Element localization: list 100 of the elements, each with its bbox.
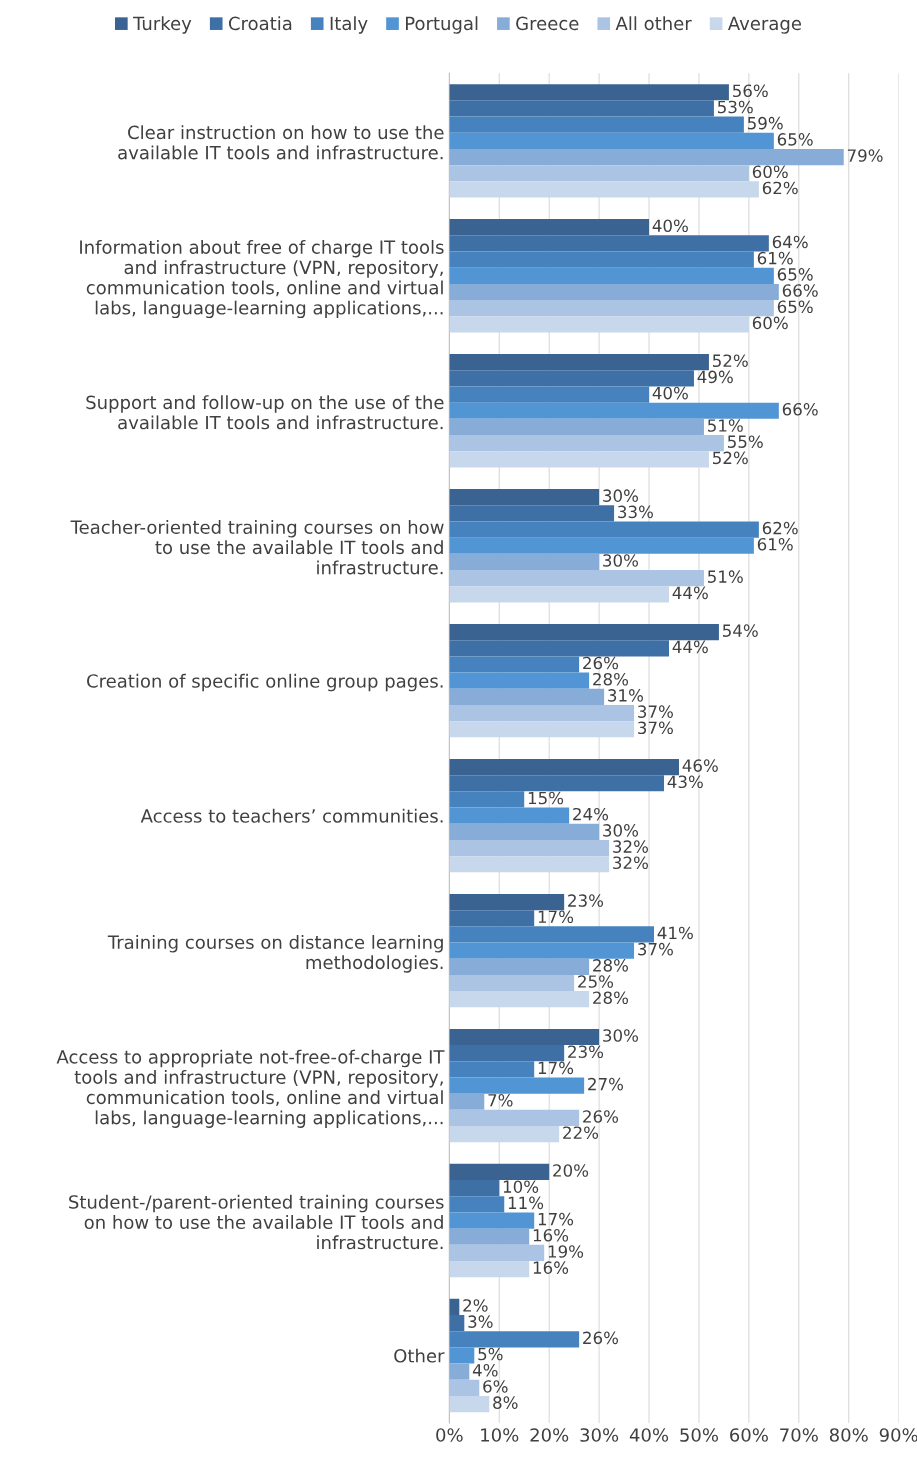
data-label: 37% (638, 942, 673, 956)
data-label: 30% (603, 554, 639, 567)
legend-label: Croatia (228, 16, 292, 31)
bar (449, 1228, 530, 1245)
bar (449, 1126, 560, 1143)
data-label: 62% (762, 181, 798, 195)
data-label: 61% (757, 251, 793, 265)
data-label: 26% (583, 1331, 619, 1345)
bar (449, 100, 714, 117)
bar (449, 132, 774, 149)
bar (449, 586, 669, 603)
data-label: 41% (657, 926, 693, 940)
legend-label: Greece (516, 16, 579, 31)
data-label: 61% (757, 537, 793, 551)
data-label: 53% (718, 100, 753, 114)
data-label: 79% (847, 149, 883, 162)
bar (449, 537, 754, 554)
data-label: 64% (772, 235, 808, 249)
bar (449, 553, 600, 571)
bar (449, 354, 709, 371)
bar (449, 386, 650, 403)
bar (449, 235, 769, 252)
data-label: 37% (638, 705, 673, 718)
bar (449, 856, 610, 873)
data-label: 30% (603, 824, 639, 837)
data-label: 54% (722, 624, 758, 637)
bar (449, 672, 590, 689)
bar (449, 1212, 535, 1229)
data-label: 65% (777, 268, 813, 281)
bar (449, 893, 565, 911)
x-tick-label: 40% (629, 1428, 669, 1442)
bar (449, 823, 600, 840)
bar (449, 775, 665, 792)
bar (449, 283, 779, 301)
x-tick-label: 10% (481, 1428, 519, 1442)
bar (449, 839, 610, 857)
data-label: 55% (727, 435, 763, 448)
data-label: 59% (747, 116, 783, 130)
bar (449, 181, 759, 198)
data-label: 28% (593, 672, 629, 686)
data-label: 4% (472, 1363, 498, 1377)
bar (449, 1396, 490, 1413)
y-tick-label: Other (394, 1348, 445, 1363)
data-label: 46% (682, 759, 718, 772)
data-label: 37% (638, 721, 673, 735)
bar (449, 148, 844, 166)
data-label: 17% (538, 1061, 574, 1075)
data-label: 44% (672, 640, 708, 654)
y-tick-label: Support and follow-up on the use of the available IT tools and infrastructure. (86, 395, 444, 430)
data-label: 15% (528, 791, 564, 805)
bar (449, 974, 575, 992)
bar (449, 1028, 600, 1046)
y-tick-label: Teacher-oriented training courses on how to use the available IT tools and infrastructure. (70, 520, 444, 575)
data-label: 56% (732, 84, 768, 98)
data-label: 7% (488, 1094, 513, 1107)
y-tick-label: Access to appropriate not-free-of-charge IT tools and infrastructure (VPN, repository, communication tools, online and virtual labs, language-learning applications,... (56, 1049, 445, 1128)
data-label: 40% (652, 386, 688, 400)
bar (449, 1244, 545, 1262)
data-label: 60% (752, 316, 788, 330)
bar (449, 1180, 500, 1197)
data-label: 66% (782, 284, 818, 297)
data-label: 33% (618, 505, 653, 519)
data-label: 23% (568, 1045, 604, 1059)
bar (449, 926, 655, 943)
bar (449, 570, 704, 587)
bar (449, 116, 744, 133)
bar (449, 958, 590, 975)
data-label: 30% (603, 1029, 639, 1042)
bar (449, 1347, 475, 1364)
data-label: 16% (533, 1228, 569, 1242)
bar (449, 165, 749, 182)
bar (449, 704, 635, 722)
data-label: 32% (613, 856, 648, 870)
legend-label: Italy (330, 16, 368, 34)
bar (449, 251, 754, 268)
bar (449, 1077, 585, 1094)
bar (449, 1061, 535, 1078)
x-tick-label: 70% (780, 1428, 818, 1442)
y-tick-label: Creation of specific online group pages. (87, 673, 443, 692)
data-label: 28% (593, 991, 629, 1005)
data-label: 26% (583, 1110, 619, 1123)
x-tick-label: 0% (436, 1428, 463, 1442)
data-label: 49% (697, 370, 733, 384)
bar (449, 942, 635, 959)
data-label: 27% (588, 1077, 624, 1091)
bar (449, 300, 774, 317)
bar (449, 721, 635, 738)
bar (449, 791, 525, 808)
bar (449, 640, 669, 657)
y-tick-label: Information about free of charge IT tools and infrastructure (VPN, repository, communication tools, online and virtual labs, language-learning applications,... (80, 239, 444, 319)
bar (449, 370, 694, 387)
data-label: 10% (503, 1180, 539, 1193)
bar (449, 910, 535, 927)
bar (449, 505, 615, 522)
bar (449, 1331, 580, 1348)
bar (449, 991, 590, 1008)
data-label: 8% (493, 1396, 518, 1409)
data-label: 32% (613, 840, 648, 853)
bar (449, 1315, 465, 1332)
bar (449, 451, 709, 468)
